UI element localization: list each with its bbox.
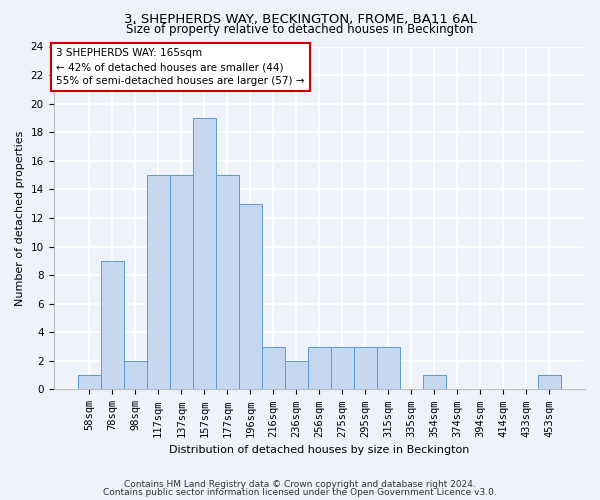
Bar [423, 375, 446, 390]
Text: 3 SHEPHERDS WAY: 165sqm
← 42% of detached houses are smaller (44)
55% of semi-de: 3 SHEPHERDS WAY: 165sqm ← 42% of detache… [56, 48, 305, 86]
Bar [239, 204, 262, 390]
Text: Contains public sector information licensed under the Open Government Licence v3: Contains public sector information licen… [103, 488, 497, 497]
Text: Size of property relative to detached houses in Beckington: Size of property relative to detached ho… [126, 22, 474, 36]
Bar [538, 375, 561, 390]
Y-axis label: Number of detached properties: Number of detached properties [15, 130, 25, 306]
Bar [331, 346, 354, 390]
Bar [262, 346, 285, 390]
Bar [147, 175, 170, 390]
Bar [354, 346, 377, 390]
Bar [216, 175, 239, 390]
Bar [308, 346, 331, 390]
Bar [170, 175, 193, 390]
Bar [193, 118, 216, 390]
Bar [77, 375, 101, 390]
Bar [101, 261, 124, 390]
Text: 3, SHEPHERDS WAY, BECKINGTON, FROME, BA11 6AL: 3, SHEPHERDS WAY, BECKINGTON, FROME, BA1… [124, 12, 476, 26]
X-axis label: Distribution of detached houses by size in Beckington: Distribution of detached houses by size … [169, 445, 469, 455]
Bar [377, 346, 400, 390]
Bar [285, 361, 308, 390]
Bar [124, 361, 147, 390]
Text: Contains HM Land Registry data © Crown copyright and database right 2024.: Contains HM Land Registry data © Crown c… [124, 480, 476, 489]
